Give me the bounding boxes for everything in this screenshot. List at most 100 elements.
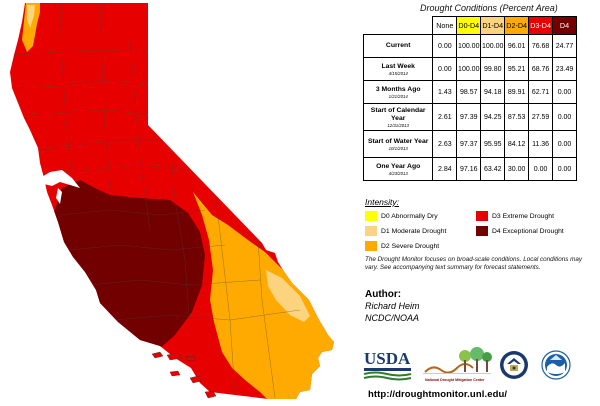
d4-exceptional-central: [54, 180, 205, 350]
drought-conditions-table: None D0-D4 D1-D4 D2-D4 D3-D4 D4 Current …: [362, 16, 577, 181]
table-cell: 84.12: [504, 130, 530, 158]
author-name: Richard Heim: [365, 301, 420, 311]
table-cell: 97.16: [456, 157, 482, 181]
table-cell: 76.68: [528, 34, 554, 58]
header-d2-d4: D2-D4: [504, 16, 530, 35]
table-cell: 2.63: [432, 130, 458, 158]
table-cell: 100.00: [480, 34, 506, 58]
header-d3-d4: D3-D4: [528, 16, 554, 35]
table-cell: 68.76: [528, 57, 554, 81]
table-cell: 0.00: [432, 34, 458, 58]
legend-swatch: [365, 211, 377, 221]
legend-label: D0 Abnormally Dry: [381, 212, 438, 220]
drought-monitor-url[interactable]: http://droughtmonitor.unl.edu/: [368, 389, 508, 400]
legend-swatch: [476, 211, 488, 221]
row-label: 3 Months Ago 1/21/2014: [362, 80, 434, 104]
table-cell: 94.18: [480, 80, 506, 104]
table-cell: 2.84: [432, 157, 458, 181]
table-row-start-calendar-year: Start of Calendar Year 12/31/2013 2.61 97…: [362, 103, 577, 131]
d1-moderate-northeast: [27, 5, 35, 28]
table-cell: 30.00: [504, 157, 530, 181]
table-row-current: Current 0.00 100.00 100.00 96.01 76.68 2…: [362, 34, 577, 58]
row-label: Last Week 4/15/2014: [362, 57, 434, 81]
row-date: 4/15/2014: [388, 70, 408, 76]
row-label-text: 3 Months Ago: [375, 85, 421, 93]
california-drought-map: [10, 3, 334, 399]
channel-islands: [151, 351, 217, 399]
legend-item-d4: D4 Exceptional Drought: [476, 226, 564, 236]
header-none: None: [432, 16, 458, 35]
legend-item-d1: D1 Moderate Drought: [365, 226, 446, 236]
d1-moderate-southeast: [266, 270, 310, 322]
row-label: Start of Calendar Year 12/31/2013: [362, 103, 434, 131]
county-lines: [13, 3, 301, 399]
row-label-text: Start of Calendar Year: [370, 106, 426, 122]
usda-logo: USDA: [363, 349, 412, 381]
legend-swatch: [365, 241, 377, 251]
table-cell: 0.00: [552, 103, 577, 131]
row-date: 10/1/2013: [388, 145, 408, 151]
row-date: 4/23/2013: [388, 170, 408, 176]
table-title: Drought Conditions (Percent Area): [420, 3, 558, 13]
row-label-text: One Year Ago: [376, 162, 421, 170]
legend-swatch: [365, 226, 377, 236]
legend-label: D3 Extreme Drought: [492, 212, 554, 220]
table-cell: 89.91: [504, 80, 530, 104]
author-heading: Author:: [365, 289, 402, 300]
table-row-3-months-ago: 3 Months Ago 1/21/2014 1.43 98.57 94.18 8…: [362, 80, 577, 104]
legend-item-d2: D2 Severe Drought: [365, 241, 439, 251]
table-cell: 27.59: [528, 103, 554, 131]
ndmc-logo: National Drought Mitigation Center: [423, 347, 492, 382]
table-row-one-year-ago: One Year Ago 4/23/2013 2.84 97.16 63.42 3…: [362, 157, 577, 181]
table-row-start-water-year: Start of Water Year 10/1/2013 2.63 97.37 …: [362, 130, 577, 158]
table-cell: 62.71: [528, 80, 554, 104]
legend-item-d3: D3 Extreme Drought: [476, 211, 554, 221]
row-label-text: Last Week: [381, 62, 415, 70]
legend-item-d0: D0 Abnormally Dry: [365, 211, 438, 221]
bay-inner: [56, 188, 62, 204]
table-cell: 24.77: [552, 34, 577, 58]
ndmc-logo-text: National Drought Mitigation Center: [425, 378, 485, 382]
row-date: 1/21/2014: [388, 93, 408, 99]
header-d4: D4: [552, 16, 577, 35]
table-header-row: None D0-D4 D1-D4 D2-D4 D3-D4 D4: [363, 16, 577, 35]
table-cell: 95.21: [504, 57, 530, 81]
legend-label: D2 Severe Drought: [381, 242, 440, 250]
row-label: Start of Water Year 10/1/2013: [362, 130, 434, 158]
table-cell: 0.00: [528, 157, 554, 181]
table-cell: 11.36: [528, 130, 554, 158]
table-cell: 100.00: [456, 57, 482, 81]
row-label-text: Current: [385, 42, 411, 49]
table-cell: 95.95: [480, 130, 506, 158]
table-cell: 87.53: [504, 103, 530, 131]
table-cell: 0.00: [432, 57, 458, 81]
table-row-last-week: Last Week 4/15/2014 0.00 100.00 99.80 95.…: [362, 57, 577, 81]
department-of-commerce-seal: [500, 351, 528, 379]
legend-swatch: [476, 226, 488, 236]
table-cell: 94.25: [480, 103, 506, 131]
table-cell: 100.00: [456, 34, 482, 58]
legend-label: D4 Exceptional Drought: [492, 227, 564, 235]
row-date: 12/31/2013: [387, 122, 409, 128]
legend-title: Intensity:: [365, 197, 400, 207]
row-label: Current: [362, 34, 434, 58]
table-cell: 23.49: [552, 57, 577, 81]
table-cell: 1.43: [432, 80, 458, 104]
table-cell: 0.00: [552, 157, 577, 181]
header-d1-d4: D1-D4: [480, 16, 506, 35]
table-cell: 98.57: [456, 80, 482, 104]
table-cell: 2.61: [432, 103, 458, 131]
table-cell: 97.39: [456, 103, 482, 131]
header-d0-d4: D0-D4: [456, 16, 482, 35]
row-label-text: Start of Water Year: [367, 137, 429, 145]
table-cell: 99.80: [480, 57, 506, 81]
noaa-logo: [541, 350, 571, 380]
table-cell: 63.42: [480, 157, 506, 181]
usda-logo-text: USDA: [364, 349, 411, 368]
row-label: One Year Ago 4/23/2013: [362, 157, 434, 181]
legend-label: D1 Moderate Drought: [381, 227, 447, 235]
header-blank: [363, 16, 434, 35]
table-cell: 96.01: [504, 34, 530, 58]
table-cell: 0.00: [552, 80, 577, 104]
table-cell: 0.00: [552, 130, 577, 158]
